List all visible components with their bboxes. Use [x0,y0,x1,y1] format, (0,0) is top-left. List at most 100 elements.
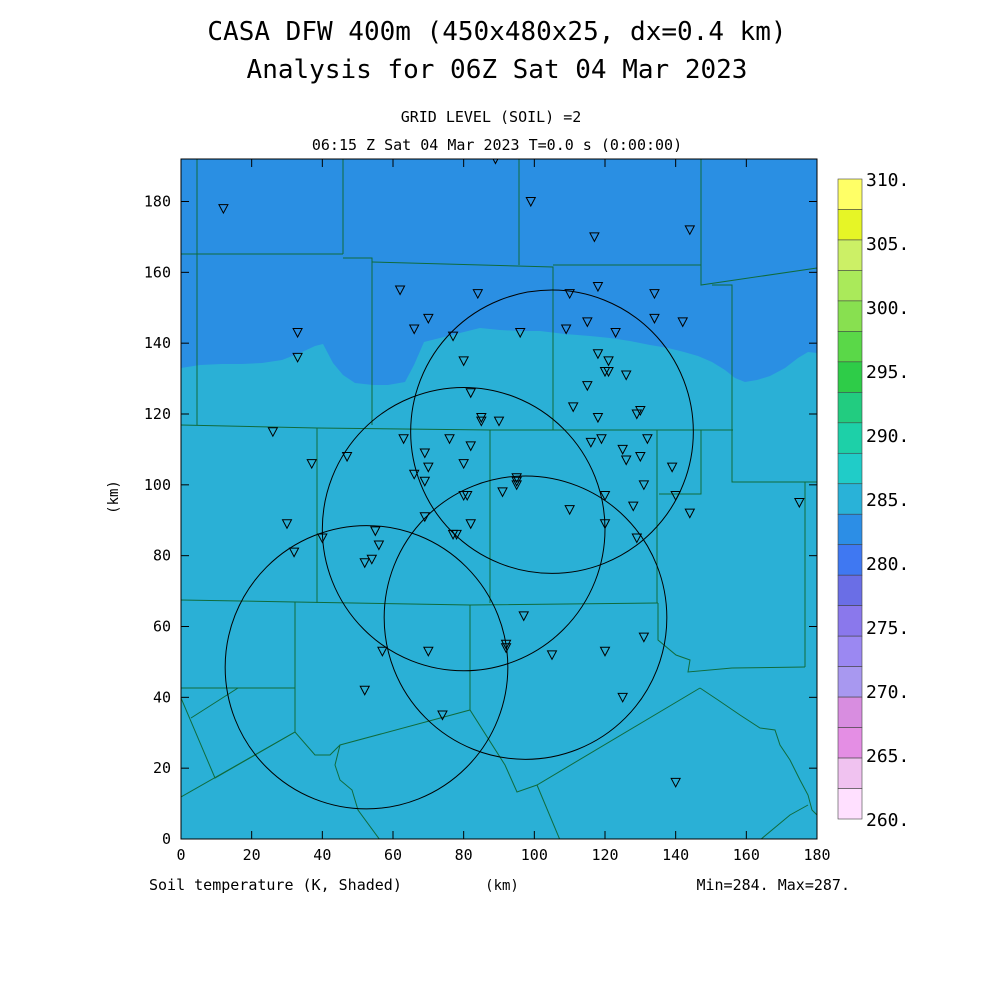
x-tick-label: 160 [733,846,760,864]
station-marker [419,512,431,523]
colorbar-swatch [837,666,863,698]
station-marker [511,476,522,487]
station-marker [465,519,477,530]
colorbar-label: 260. [866,810,909,831]
station-marker [599,490,611,502]
station-marker [666,462,678,473]
colorbar-label: 265. [866,746,909,767]
x-tick-label: 100 [521,846,548,864]
y-axis-label: (km) [106,480,122,514]
station-marker [408,469,420,480]
station-marker [398,434,409,445]
radar-ring-4 [410,289,694,574]
min-max-label: Min=284. Max=287. [696,876,850,894]
station-marker [514,328,526,339]
station-marker [684,225,696,236]
station-marker [525,197,537,208]
colorbar-swatch [837,544,863,576]
station-marker [423,462,434,473]
station-marker [684,508,696,519]
x-tick-label: 80 [455,846,473,864]
colorbar-swatch [837,727,863,759]
plot-frame [180,158,818,840]
station-marker [631,409,643,420]
station-marker [394,285,406,296]
station-marker [617,444,628,455]
colorbar-label: 280. [866,554,909,575]
colorbar-swatch [837,605,863,637]
chart-title: CASA DFW 400m (450x480x25, dx=0.4 km) [207,17,786,47]
x-tick-label: 140 [662,846,689,864]
station-marker [458,356,469,367]
station-marker [500,639,512,650]
station-marker [794,498,805,509]
station-marker [617,692,628,703]
y-tick-label: 180 [144,193,171,211]
y-tick-label: 40 [153,688,171,706]
x-tick-label: 60 [384,846,402,864]
station-marker [564,505,575,516]
station-marker [472,289,484,300]
station-marker [620,370,632,381]
station-marker [476,416,487,427]
station-marker [603,367,614,378]
colorbar: 310. 305. 300. 295. 290. 285. 280. 275. 270. 265.… [837,170,909,831]
station-marker [359,685,371,696]
station-marker [560,324,572,335]
colorbar-swatch [837,574,863,606]
station-marker [635,405,646,417]
colorbar-swatch [837,635,863,667]
colorbar-swatch [837,392,863,424]
x-tick-label: 120 [591,846,618,864]
colorbar-label: 290. [866,426,909,447]
y-axis: 0 20 40 60 80 100 120 140 160 180 [144,193,817,848]
station-marker [582,317,593,328]
radar-range-rings [224,289,694,810]
y-tick-label: 160 [144,263,171,281]
station-marker [461,490,473,502]
station-marker [377,646,388,657]
colorbar-label: 305. [866,234,909,255]
station-marker [592,282,604,293]
station-marker [419,448,431,459]
colorbar-swatch [837,452,863,485]
colorbar-label: 300. [866,298,909,319]
station-marker [649,289,660,300]
x-axis: 0 20 40 60 80 100 120 140 160 180 [176,159,831,864]
cold-shading-region [181,159,817,385]
station-marker [423,313,434,324]
station-marker [670,490,681,502]
colorbar-swatch [837,696,863,728]
colorbar-swatch [837,178,863,210]
y-tick-label: 0 [162,830,171,848]
station-marker [592,349,604,360]
station-marker [451,529,462,540]
colorbar-swatch [837,270,863,302]
colorbar-label: 285. [866,490,909,511]
chart-subtitle: Analysis for 06Z Sat 04 Mar 2023 [247,55,748,85]
station-marker [518,611,530,622]
station-marker [638,480,650,491]
colorbar-label: 275. [866,618,909,639]
station-marker [582,381,593,392]
grid-level-label: GRID LEVEL (SOIL) =2 [401,108,582,126]
station-marker [500,643,512,654]
colorbar-label: 270. [866,682,909,703]
x-axis-label: (km) [485,878,519,894]
station-marker [359,558,371,569]
x-tick-label: 0 [176,846,185,864]
colorbar-swatch [837,757,863,789]
station-marker [599,519,611,530]
station-marker [370,526,381,537]
station-marker [603,356,614,367]
station-marker [465,441,477,452]
plot-area [181,159,817,839]
station-marker [447,331,459,342]
station-marker [599,646,611,657]
x-tick-label: 20 [243,846,261,864]
station-marker [670,777,681,788]
colorbar-swatch [837,239,863,271]
station-marker [292,352,303,363]
station-marker [631,533,643,544]
